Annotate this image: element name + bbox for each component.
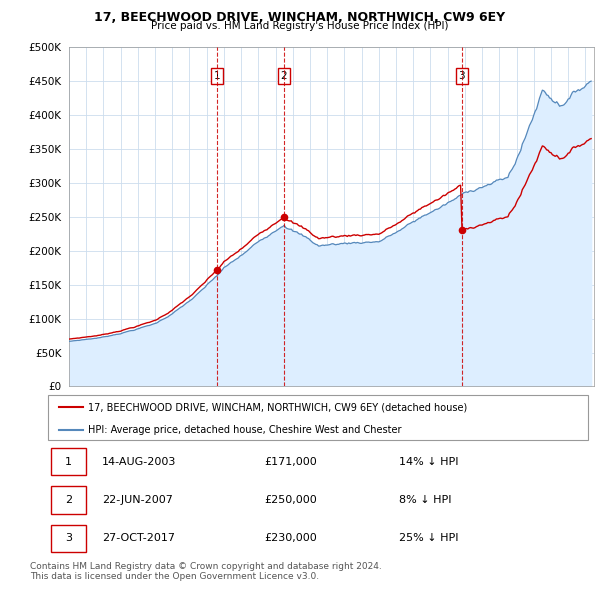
Text: 27-OCT-2017: 27-OCT-2017: [102, 533, 175, 543]
FancyBboxPatch shape: [50, 525, 86, 552]
Text: 1: 1: [214, 71, 221, 81]
FancyBboxPatch shape: [50, 448, 86, 476]
FancyBboxPatch shape: [50, 486, 86, 514]
Text: 17, BEECHWOOD DRIVE, WINCHAM, NORTHWICH, CW9 6EY (detached house): 17, BEECHWOOD DRIVE, WINCHAM, NORTHWICH,…: [89, 402, 468, 412]
Text: 8% ↓ HPI: 8% ↓ HPI: [399, 495, 452, 505]
Text: 14-AUG-2003: 14-AUG-2003: [102, 457, 176, 467]
Text: Contains HM Land Registry data © Crown copyright and database right 2024.
This d: Contains HM Land Registry data © Crown c…: [30, 562, 382, 581]
Text: 25% ↓ HPI: 25% ↓ HPI: [399, 533, 458, 543]
Text: 17, BEECHWOOD DRIVE, WINCHAM, NORTHWICH, CW9 6EY: 17, BEECHWOOD DRIVE, WINCHAM, NORTHWICH,…: [94, 11, 506, 24]
Text: 3: 3: [65, 533, 72, 543]
Text: HPI: Average price, detached house, Cheshire West and Chester: HPI: Average price, detached house, Ches…: [89, 425, 402, 435]
Text: £230,000: £230,000: [264, 533, 317, 543]
Text: £171,000: £171,000: [264, 457, 317, 467]
Text: 14% ↓ HPI: 14% ↓ HPI: [399, 457, 458, 467]
Text: 2: 2: [65, 495, 72, 505]
Text: 3: 3: [458, 71, 465, 81]
Text: Price paid vs. HM Land Registry's House Price Index (HPI): Price paid vs. HM Land Registry's House …: [151, 21, 449, 31]
Text: £250,000: £250,000: [264, 495, 317, 505]
Text: 2: 2: [280, 71, 287, 81]
Text: 22-JUN-2007: 22-JUN-2007: [102, 495, 173, 505]
FancyBboxPatch shape: [48, 395, 588, 440]
Text: 1: 1: [65, 457, 72, 467]
